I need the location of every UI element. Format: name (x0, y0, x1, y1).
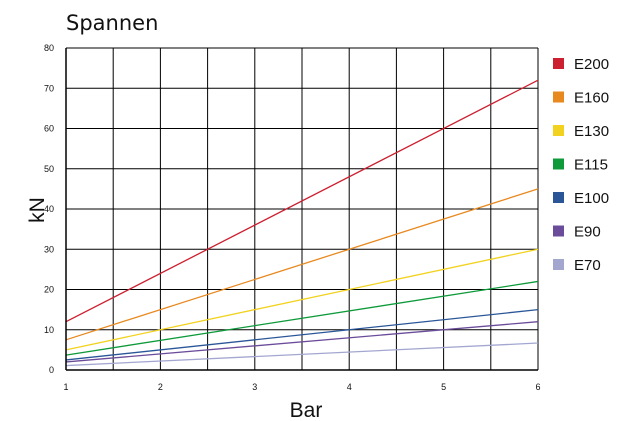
x-tick-label: 5 (441, 382, 446, 392)
legend: E200 E160 E130 E115 E100 E90 E70 (553, 56, 609, 274)
y-tick-label: 20 (44, 285, 54, 295)
x-tick-label: 1 (63, 382, 68, 392)
series-line-e115 (65, 280, 539, 356)
legend-label-e115: E115 (574, 157, 608, 174)
y-tick-label: 0 (49, 365, 54, 375)
legend-label-e200: E200 (574, 56, 609, 73)
series-line-e130 (65, 248, 539, 351)
legend-swatch-e160 (553, 91, 564, 103)
series-line-e100 (65, 308, 539, 361)
legend-swatch-e100 (553, 192, 564, 203)
y-tick-label: 30 (44, 244, 54, 254)
legend-swatch-e115 (553, 158, 564, 170)
series-line-e90 (65, 321, 539, 363)
y-tick-label: 80 (44, 43, 54, 53)
legend-swatch-e90 (553, 225, 564, 237)
chart-title: Spannen (66, 11, 158, 35)
y-tick-label: 60 (44, 124, 54, 134)
series-line-e70 (65, 342, 539, 367)
legend-swatch-e130 (553, 125, 564, 136)
series-line-e200 (65, 79, 539, 323)
legend-label-e70: E70 (574, 257, 601, 274)
legend-label-e160: E160 (574, 90, 609, 107)
legend-label-e130: E130 (574, 123, 609, 140)
x-tick-label: 2 (158, 382, 163, 392)
legend-label-e90: E90 (574, 224, 601, 241)
x-tick-label: 6 (535, 382, 540, 392)
x-axis-label: Bar (290, 399, 323, 421)
y-axis-label: kN (26, 197, 49, 223)
legend-label-e100: E100 (574, 190, 609, 207)
y-tick-label: 40 (44, 204, 54, 214)
legend-swatch-e200 (553, 58, 564, 69)
x-tick-label: 3 (252, 382, 257, 392)
y-tick-label: 70 (44, 83, 54, 93)
series-lines (65, 79, 539, 367)
legend-swatch-e70 (553, 259, 564, 270)
axes (65, 48, 538, 371)
y-tick-labels: 0 10 20 30 40 50 60 70 80 (44, 43, 54, 375)
x-tick-label: 4 (347, 382, 352, 392)
y-tick-label: 50 (44, 164, 54, 174)
grid (65, 47, 539, 371)
x-tick-labels: 1 2 3 4 5 6 (63, 382, 540, 392)
series-line-e160 (65, 188, 539, 341)
y-tick-label: 10 (44, 325, 54, 335)
